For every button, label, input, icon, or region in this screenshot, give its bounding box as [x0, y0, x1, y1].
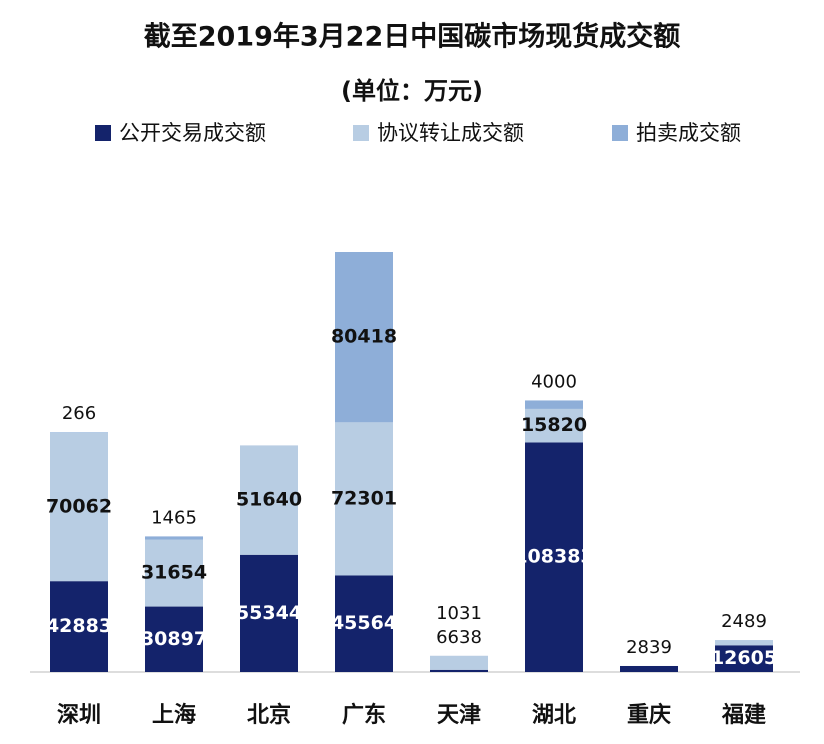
legend-swatch	[353, 125, 369, 141]
x-tick-label: 上海	[152, 702, 196, 728]
x-tick-label: 湖北	[532, 703, 576, 728]
value-label: 15820	[521, 414, 587, 436]
legend-swatch	[95, 125, 111, 141]
value-label: 2489	[721, 611, 767, 632]
value-label: 12605	[711, 647, 777, 669]
legend-label: 拍卖成交额	[636, 121, 741, 145]
bar-segment	[430, 669, 488, 672]
x-tick-label: 北京	[247, 702, 291, 728]
x-tick-label: 天津	[437, 702, 481, 728]
value-label: 70062	[46, 495, 112, 517]
value-label: 72301	[331, 487, 397, 509]
value-label: 45564	[331, 612, 397, 634]
value-label: 80418	[331, 326, 397, 348]
bar-segment	[715, 640, 773, 646]
bar-segment	[620, 665, 678, 672]
x-tick-label: 广东	[342, 702, 386, 728]
value-label: 6638	[436, 627, 482, 648]
bar-segment	[525, 442, 583, 672]
bar-segment	[335, 575, 393, 672]
value-label: 1031	[436, 603, 482, 624]
bar-segment	[145, 539, 203, 607]
value-label: 266	[62, 403, 96, 424]
bar-segment	[335, 252, 393, 423]
legend-swatch	[612, 125, 628, 141]
bar-segment	[145, 606, 203, 672]
x-tick-label: 福建	[721, 703, 766, 728]
chart-title: 截至2019年3月22日中国碳市场现货成交额	[144, 21, 681, 53]
value-label: 108383	[514, 546, 593, 568]
value-label: 30897	[141, 628, 207, 650]
bar-segment	[145, 536, 203, 540]
bar-segment	[50, 432, 108, 433]
legend-label: 公开交易成交额	[119, 121, 266, 145]
bar-segment	[335, 422, 393, 576]
bar-segment	[430, 655, 488, 670]
value-label: 4000	[531, 371, 577, 392]
value-label: 55344	[236, 602, 302, 624]
legend-label: 协议转让成交额	[377, 121, 524, 145]
value-label: 2839	[626, 637, 672, 658]
bar-segment	[240, 445, 298, 555]
bar-segment	[525, 408, 583, 443]
chart-subtitle: (单位：万元)	[341, 77, 483, 105]
value-label: 51640	[236, 489, 302, 511]
bar-segment	[715, 645, 773, 672]
bar-segment	[525, 400, 583, 409]
bar-segment	[50, 432, 108, 582]
value-label: 1465	[151, 507, 197, 528]
bar-segment	[50, 581, 108, 672]
bar-segment	[240, 554, 298, 672]
x-tick-label: 深圳	[57, 703, 101, 728]
value-label: 42883	[46, 615, 112, 637]
value-label: 31654	[141, 562, 207, 584]
x-tick-label: 重庆	[627, 702, 671, 728]
